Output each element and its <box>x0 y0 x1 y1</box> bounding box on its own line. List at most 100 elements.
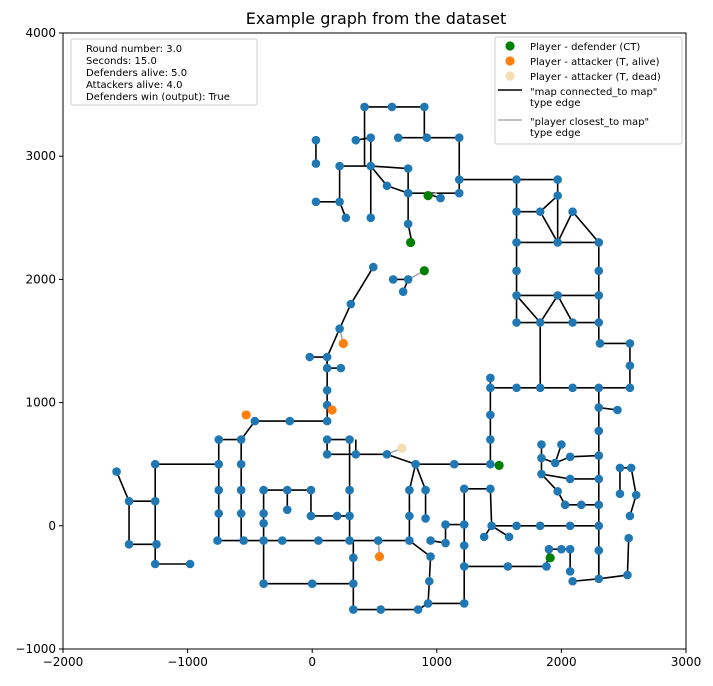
info-box-line: Attackers alive: 4.0 <box>86 80 182 91</box>
x-tick-label: 2000 <box>546 655 577 669</box>
info-box-line: Seconds: 15.0 <box>86 56 157 67</box>
plot-area <box>112 102 641 614</box>
map-node-point <box>421 514 430 523</box>
map-node-point <box>398 287 408 297</box>
info-box-line: Defenders alive: 5.0 <box>86 68 187 79</box>
map-edge <box>414 463 427 491</box>
map-node-point <box>459 520 469 529</box>
y-tick-label: 3000 <box>25 149 56 163</box>
map-node-point <box>214 509 224 518</box>
map-node-point <box>512 291 521 300</box>
map-edge <box>326 328 341 358</box>
map-node-point <box>150 459 160 469</box>
map-node-point <box>336 363 346 373</box>
map-node-point <box>322 352 332 362</box>
map-node-point <box>239 536 248 545</box>
map-node-point <box>454 175 464 184</box>
x-axis: −2000 −1000 0 1000 2000 3000 <box>43 649 701 669</box>
x-tick-label: 0 <box>308 655 316 669</box>
map-edge <box>515 294 541 324</box>
map-node-point <box>345 485 354 495</box>
map-node-point <box>486 373 495 383</box>
map-edge <box>338 303 352 330</box>
map-node-point <box>594 521 604 531</box>
map-node-point <box>594 291 604 300</box>
map-node-point <box>565 521 575 531</box>
map-node-point <box>537 440 546 449</box>
map-node-point <box>112 467 121 476</box>
map-node-point <box>305 352 315 362</box>
map-node-point <box>459 599 469 608</box>
map-node-point <box>512 175 521 184</box>
map-node-point <box>615 489 625 499</box>
map-node-point <box>503 562 513 571</box>
map-node-point <box>594 546 604 555</box>
player-point-ct <box>494 460 504 471</box>
map-node-point <box>368 262 378 272</box>
map-node-point <box>393 133 403 143</box>
map-node-point <box>351 450 361 459</box>
map-node-point <box>259 536 268 545</box>
map-node-point <box>314 536 323 545</box>
map-node-point <box>565 452 575 462</box>
map-node-point <box>486 383 495 393</box>
map-edge <box>539 211 559 243</box>
map-node-point <box>411 459 420 469</box>
map-node-point <box>387 102 397 112</box>
y-tick-label: 0 <box>48 519 56 533</box>
map-node-point <box>425 576 434 586</box>
map-edge <box>386 453 416 465</box>
map-node-point <box>282 505 292 515</box>
legend-label: type edge <box>530 128 581 139</box>
map-node-point <box>560 500 570 510</box>
map-node-point <box>335 324 344 333</box>
map-node-point <box>565 544 575 554</box>
map-node-point <box>512 207 521 216</box>
x-tick-label: 1000 <box>422 655 453 669</box>
map-node-point <box>535 521 545 531</box>
map-node-point <box>259 579 268 589</box>
map-node-point <box>376 605 386 614</box>
map-node-point <box>565 567 575 576</box>
map-node-point <box>625 383 635 393</box>
map-node-point <box>341 213 351 223</box>
map-node-point <box>594 318 604 327</box>
map-node-point <box>311 197 321 207</box>
player-point-t-alive <box>374 552 385 562</box>
map-node-point <box>512 383 521 393</box>
map-node-point <box>454 188 464 198</box>
map-node-point <box>150 496 160 506</box>
map-node-point <box>322 416 332 426</box>
map-node-point <box>236 485 246 495</box>
map-edge <box>570 454 599 458</box>
map-node-point <box>185 559 195 569</box>
map-node-point <box>615 463 625 473</box>
map-node-point <box>236 509 246 518</box>
map-node-point <box>535 207 545 216</box>
map-node-point <box>426 552 435 561</box>
map-node-point <box>349 605 358 614</box>
map-node-point <box>594 574 604 584</box>
map-node-point <box>557 544 566 554</box>
map-nodes-layer <box>112 102 641 614</box>
map-node-point <box>322 363 332 373</box>
map-node-point <box>449 459 459 469</box>
map-edge <box>408 539 432 558</box>
map-node-point <box>553 238 562 247</box>
map-node-point <box>594 383 604 393</box>
map-node-point <box>403 275 413 284</box>
legend-frame <box>494 36 683 145</box>
player-edges-layer <box>338 192 438 557</box>
player-point-t-alive <box>241 410 251 420</box>
map-node-point <box>405 536 414 545</box>
map-node-point <box>322 385 332 395</box>
legend-label: Player - attacker (T, dead) <box>530 72 661 83</box>
map-node-point <box>236 459 246 469</box>
map-node-point <box>405 485 414 495</box>
map-node-point <box>626 463 636 473</box>
map-node-point <box>422 133 432 143</box>
map-node-point <box>335 161 344 171</box>
map-node-point <box>366 133 376 143</box>
map-node-point <box>150 559 160 569</box>
